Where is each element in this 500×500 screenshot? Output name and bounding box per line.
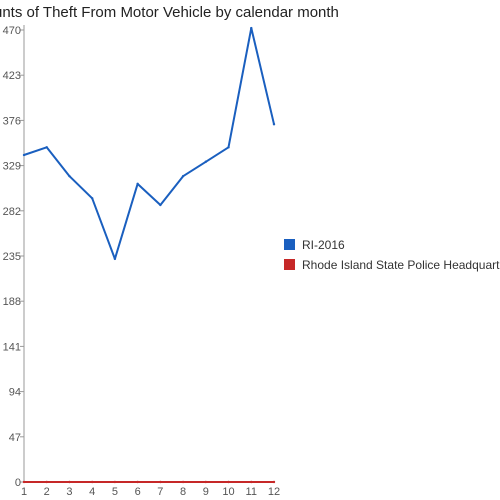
data-point — [250, 26, 253, 30]
x-tick-label: 5 — [112, 486, 118, 498]
legend-label: Rhode Island State Police Headquarters — [302, 258, 500, 272]
legend-swatch — [284, 259, 295, 270]
data-point — [272, 480, 276, 484]
data-point — [227, 480, 230, 484]
data-point — [22, 153, 26, 157]
data-point — [45, 480, 48, 484]
data-point — [227, 146, 230, 149]
x-tick-label: 11 — [246, 486, 257, 498]
data-point — [68, 174, 71, 178]
data-point — [204, 480, 208, 484]
chart-title: unts of Theft From Motor Vehicle by cale… — [0, 4, 339, 21]
data-point — [113, 480, 117, 484]
x-tick-label: 2 — [44, 486, 50, 498]
y-tick-label: 47 — [9, 432, 21, 444]
data-point — [90, 480, 94, 484]
x-tick-label: 9 — [203, 486, 209, 498]
data-point — [136, 480, 139, 484]
y-tick-label: 423 — [3, 70, 21, 82]
y-axis-ticks: 0 47 94 141 188 235 282 329 376 423 470 — [3, 25, 24, 489]
data-point — [159, 203, 162, 207]
data-point — [181, 480, 185, 484]
data-point — [272, 123, 276, 126]
y-tick-label: 470 — [3, 25, 21, 37]
legend-label: RI-2016 — [302, 238, 345, 252]
data-point — [204, 160, 208, 163]
y-tick-label: 0 — [15, 477, 21, 489]
y-tick-label: 282 — [3, 206, 21, 218]
x-tick-label: 10 — [222, 486, 234, 498]
x-tick-label: 8 — [180, 486, 186, 498]
x-tick-label: 7 — [157, 486, 163, 498]
x-tick-label: 4 — [89, 486, 95, 498]
y-tick-label: 329 — [3, 161, 21, 173]
data-point — [113, 257, 117, 261]
data-point — [90, 197, 94, 200]
x-tick-label: 6 — [135, 486, 141, 498]
y-tick-label: 376 — [3, 115, 21, 127]
data-point — [22, 480, 26, 484]
series-line-0 — [23, 27, 275, 260]
data-point — [250, 480, 253, 484]
data-point — [136, 182, 139, 186]
data-point — [68, 480, 71, 484]
y-tick-label: 235 — [3, 251, 21, 263]
data-point — [159, 480, 162, 484]
y-tick-label: 141 — [3, 341, 21, 353]
legend: RI-2016 Rhode Island State Police Headqua… — [284, 238, 500, 272]
x-tick-label: 12 — [268, 486, 280, 498]
legend-swatch — [284, 239, 295, 250]
x-axis-ticks: 1 2 3 4 5 6 7 8 9 10 11 12 — [21, 486, 280, 498]
x-tick-label: 1 — [21, 486, 27, 498]
y-tick-label: 94 — [9, 387, 21, 399]
data-point — [181, 174, 185, 178]
data-point — [45, 146, 48, 149]
x-tick-label: 3 — [66, 486, 72, 498]
y-tick-label: 188 — [3, 296, 21, 308]
series-layer — [22, 26, 276, 484]
